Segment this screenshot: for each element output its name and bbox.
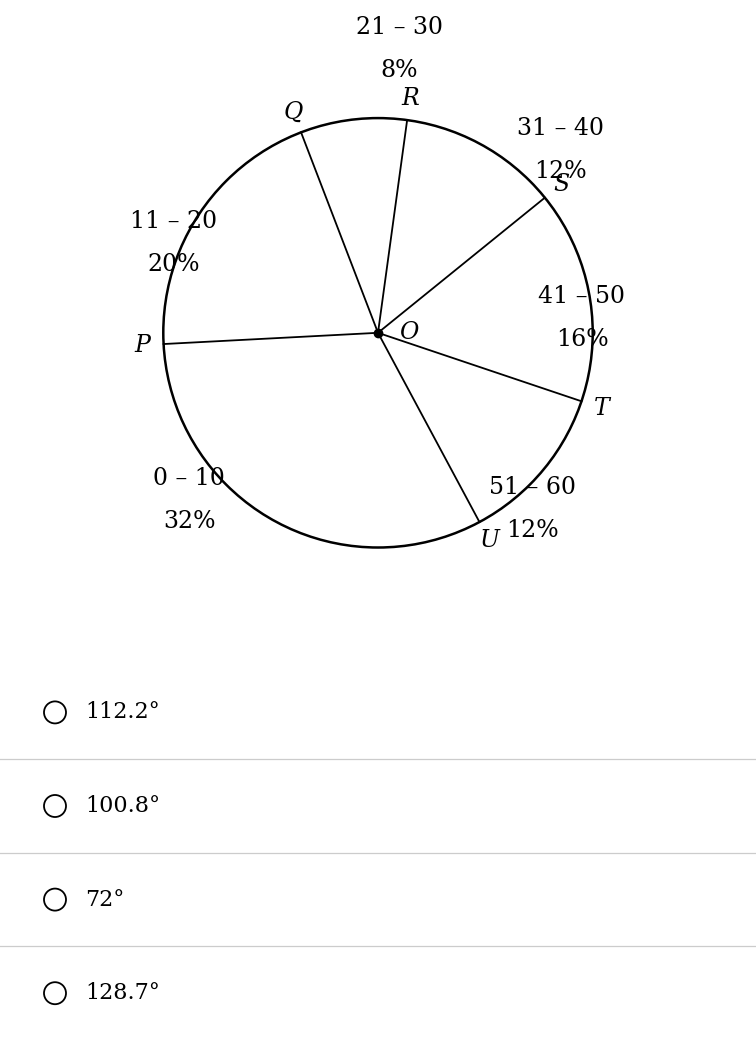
Text: 20%: 20% bbox=[147, 253, 200, 276]
Text: P: P bbox=[135, 334, 150, 357]
Text: 128.7°: 128.7° bbox=[85, 982, 160, 1005]
Text: 31 – 40: 31 – 40 bbox=[517, 118, 604, 140]
Text: Q: Q bbox=[284, 101, 303, 124]
Text: T: T bbox=[594, 396, 610, 419]
Text: S: S bbox=[553, 173, 569, 196]
Text: 12%: 12% bbox=[507, 519, 559, 542]
Text: U: U bbox=[479, 529, 500, 552]
Text: 41 – 50: 41 – 50 bbox=[538, 285, 625, 308]
Text: 11 – 20: 11 – 20 bbox=[131, 210, 218, 233]
Text: 100.8°: 100.8° bbox=[85, 795, 160, 817]
Text: R: R bbox=[401, 87, 419, 110]
Text: 112.2°: 112.2° bbox=[85, 701, 160, 724]
Text: 0 – 10: 0 – 10 bbox=[153, 467, 225, 490]
Text: 12%: 12% bbox=[534, 160, 587, 183]
Text: 21 – 30: 21 – 30 bbox=[356, 17, 443, 40]
Text: 72°: 72° bbox=[85, 888, 125, 911]
Text: 8%: 8% bbox=[381, 59, 418, 82]
Text: 32%: 32% bbox=[163, 511, 215, 534]
Text: 51 – 60: 51 – 60 bbox=[489, 476, 576, 499]
Text: 16%: 16% bbox=[556, 328, 609, 350]
Text: O: O bbox=[399, 321, 419, 344]
